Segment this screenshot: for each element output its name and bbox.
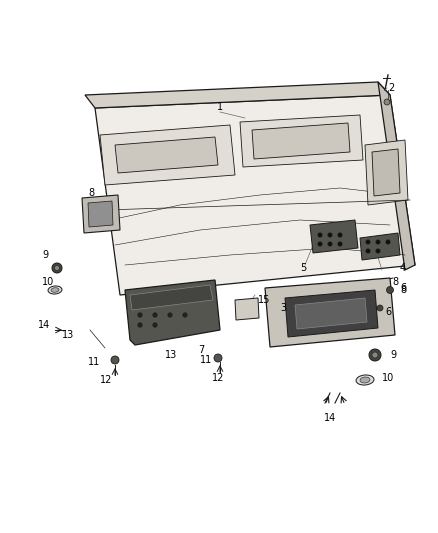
Polygon shape [372,149,400,196]
Circle shape [365,248,371,254]
Text: 5: 5 [300,263,306,273]
Polygon shape [235,298,259,320]
Text: 1: 1 [217,102,223,112]
Polygon shape [285,290,378,337]
Circle shape [386,287,393,294]
Text: 4: 4 [400,263,406,273]
Text: 14: 14 [324,413,336,423]
Circle shape [152,322,158,328]
Text: 11: 11 [88,357,100,367]
Polygon shape [88,201,113,227]
Polygon shape [310,220,358,253]
Polygon shape [82,195,120,233]
Circle shape [375,239,381,245]
Text: 8: 8 [400,285,406,295]
Ellipse shape [48,286,62,294]
Polygon shape [125,280,220,345]
Text: 10: 10 [42,277,54,287]
Circle shape [384,99,390,105]
Text: 6: 6 [385,307,391,317]
Text: 3: 3 [280,303,286,313]
Circle shape [328,241,332,246]
Circle shape [167,312,173,318]
Text: 12: 12 [100,375,113,385]
Polygon shape [95,95,415,295]
Text: 14: 14 [38,320,50,330]
Text: 13: 13 [165,350,177,360]
Circle shape [137,312,143,318]
Text: 10: 10 [382,373,394,383]
Polygon shape [378,82,415,270]
Circle shape [338,232,343,238]
Circle shape [369,349,381,361]
Polygon shape [295,298,367,329]
Circle shape [54,265,60,271]
Polygon shape [85,82,390,108]
Text: 8: 8 [392,277,398,287]
Polygon shape [240,115,363,167]
Circle shape [152,312,158,318]
Text: 2: 2 [388,83,394,93]
Polygon shape [130,285,213,310]
Text: 12: 12 [212,373,224,383]
Text: 11: 11 [200,355,212,365]
Circle shape [296,314,304,322]
Text: 15: 15 [258,295,270,305]
Ellipse shape [51,288,59,292]
Circle shape [318,241,322,246]
Text: 6: 6 [400,283,406,293]
Polygon shape [365,140,408,205]
Text: 7: 7 [198,345,204,355]
Text: 9: 9 [42,250,48,260]
Circle shape [137,322,143,328]
Circle shape [318,232,322,238]
Circle shape [365,239,371,245]
Polygon shape [252,123,350,159]
Polygon shape [360,233,400,260]
Circle shape [111,356,119,364]
Circle shape [182,312,188,318]
Circle shape [338,241,343,246]
Polygon shape [115,137,218,173]
Circle shape [214,354,222,362]
Polygon shape [265,278,395,347]
Text: 8: 8 [88,188,94,198]
Circle shape [377,305,383,311]
Ellipse shape [360,377,370,383]
Polygon shape [100,125,235,185]
Circle shape [375,248,381,254]
Circle shape [372,352,378,358]
Text: 13: 13 [62,330,74,340]
Ellipse shape [356,375,374,385]
Text: 9: 9 [390,350,396,360]
Circle shape [328,232,332,238]
Circle shape [385,239,391,245]
Circle shape [52,263,62,273]
